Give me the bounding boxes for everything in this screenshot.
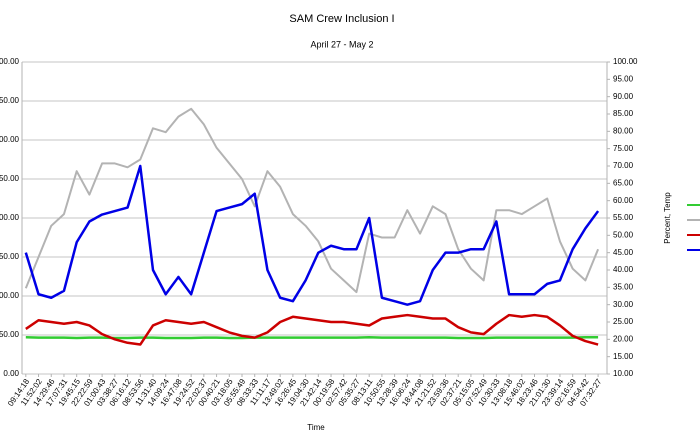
y2-tick-label: 50.00	[613, 230, 634, 239]
y-tick-label: 250.00	[0, 174, 20, 183]
y2-tick-label: 45.00	[613, 248, 634, 257]
y2-tick-label: 40.00	[613, 265, 634, 274]
y-tick-label: 200.00	[0, 213, 20, 222]
y-tick-label: 0.00	[3, 369, 19, 378]
series-line	[25, 336, 599, 340]
y2-tick-label: 20.00	[613, 334, 634, 343]
y2-tick-label: 35.00	[613, 282, 634, 291]
chart-title: SAM Crew Inclusion I	[289, 13, 394, 25]
y2-tick-label: 70.00	[613, 161, 634, 170]
chart-subtitle: April 27 - May 2	[310, 39, 373, 49]
y-tick-label: 100.00	[0, 291, 20, 300]
y-tick-label: 300.00	[0, 135, 20, 144]
y2-tick-label: 90.00	[613, 92, 634, 101]
y-tick-label: 50.00	[0, 330, 20, 339]
y2-tick-label: 10.00	[613, 369, 634, 378]
y2-tick-label: 15.00	[613, 352, 634, 361]
y2-axis-title: Percent, Temp	[663, 192, 672, 244]
series-line	[24, 164, 600, 306]
y2-tick-label: 25.00	[613, 317, 634, 326]
y-tick-label: 150.00	[0, 252, 20, 261]
y2-tick-label: 65.00	[613, 178, 634, 187]
series-line	[24, 107, 600, 294]
y-tick-label: 400.00	[0, 57, 20, 66]
y2-tick-label: 95.00	[613, 74, 634, 83]
y-tick-label: 350.00	[0, 96, 20, 105]
x-axis-title: Time	[307, 423, 325, 432]
series-line	[25, 313, 599, 346]
y2-tick-label: 100.00	[613, 57, 638, 66]
y2-tick-label: 85.00	[613, 109, 634, 118]
y2-tick-label: 75.00	[613, 144, 634, 153]
y2-tick-label: 80.00	[613, 126, 634, 135]
y2-tick-label: 30.00	[613, 300, 634, 309]
y2-tick-label: 60.00	[613, 196, 634, 205]
y2-tick-label: 55.00	[613, 213, 634, 222]
